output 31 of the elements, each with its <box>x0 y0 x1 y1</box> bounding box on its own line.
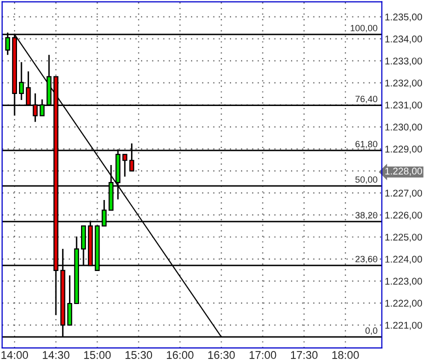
y-tick-label: 1.226,00 <box>385 212 422 220</box>
x-tick-label: 17:00 <box>250 351 276 359</box>
y-tick-label: 1.233,00 <box>385 58 422 66</box>
x-tick-label: 15:00 <box>84 351 111 359</box>
annotation: 50,00 <box>355 176 378 184</box>
x-tick-label: 17:30 <box>291 351 318 359</box>
annotation: 23,60 <box>356 256 378 264</box>
x-tick-label: 16:00 <box>166 351 194 359</box>
x-tick-label: 18:00 <box>332 351 359 359</box>
x-tick-label: 14:00 <box>2 351 28 359</box>
y-tick-label: 1.230,00 <box>385 124 422 132</box>
x-tick-label: 16:30 <box>208 351 235 359</box>
annotation: 100,00 <box>350 24 378 32</box>
y-tick-label: 1.227,00 <box>385 190 422 198</box>
x-tick-label: 14:30 <box>42 351 70 359</box>
annotation: 0,0 <box>365 327 378 335</box>
y-tick-label: 1.222,00 <box>385 300 422 308</box>
y-tick-label: 1.234,00 <box>385 36 422 44</box>
y-tick-label: 1.224,00 <box>385 256 422 264</box>
x-tick-label: 15:30 <box>126 351 152 359</box>
y-tick-label: 1.225,00 <box>385 234 422 242</box>
y-tick-label: 1.223,00 <box>385 278 422 286</box>
y-tick-label: 1.228,00 <box>385 168 422 176</box>
y-tick-label: 1.221,00 <box>385 322 422 330</box>
annotation: 61,80 <box>356 140 378 148</box>
annotation: 38,20 <box>355 212 378 220</box>
annotation: 76,40 <box>356 96 378 104</box>
y-tick-label: 1.231,00 <box>385 102 422 110</box>
y-tick-label: 1.235,00 <box>385 14 422 22</box>
y-tick-label: 1.229,00 <box>385 146 422 154</box>
y-tick-label: 1.232,00 <box>385 80 422 88</box>
